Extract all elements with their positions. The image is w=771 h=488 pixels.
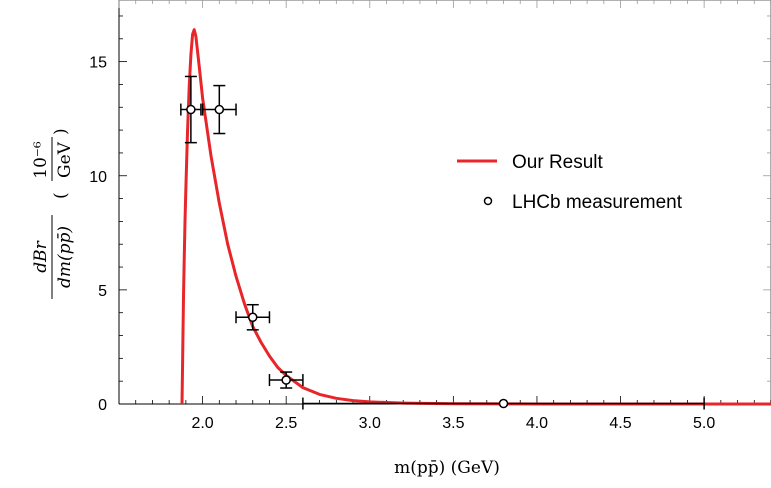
x-tick-label: 5.0 xyxy=(693,415,715,432)
y-tick-label: 0 xyxy=(98,397,107,414)
y-label-open-paren: ( xyxy=(51,192,71,199)
x-tick-label: 4.0 xyxy=(526,415,548,432)
x-tick-label: 3.5 xyxy=(442,415,464,432)
data-marker xyxy=(214,104,225,115)
y-label-fraction-numerator: dBr xyxy=(31,240,51,272)
x-tick-label: 2.5 xyxy=(275,415,297,432)
y-label-fraction-denominator: dm(pp̄) xyxy=(55,226,75,288)
series-line-our-result xyxy=(180,28,771,406)
legend-swatch-lhcb xyxy=(483,196,493,206)
data-marker xyxy=(498,398,509,409)
y-tick-label: 5 xyxy=(98,283,107,300)
y-label-unit-numerator: 10⁻⁶ xyxy=(31,141,51,179)
y-tick-label: 15 xyxy=(89,55,107,72)
data-marker xyxy=(281,375,291,385)
x-tick-label: 3.0 xyxy=(359,415,381,432)
y-label-close-paren: ) xyxy=(51,128,71,135)
lhcb-point xyxy=(235,303,271,331)
data-marker xyxy=(247,312,258,323)
x-tick-label: 2.0 xyxy=(191,415,213,432)
x-tick-label: 4.5 xyxy=(609,415,631,432)
curve-layer xyxy=(180,28,771,406)
lhcb-point xyxy=(201,84,237,135)
legend-label-lhcb: LHCb measurement xyxy=(512,192,683,213)
y-axis-label: dBr dm(pp̄) ( 10⁻⁶ GeV ) xyxy=(31,128,75,299)
y-label-unit-denominator: GeV xyxy=(55,141,75,178)
x-axis-label: m(pp̄) (GeV) xyxy=(394,458,500,478)
lhcb-point xyxy=(302,397,705,410)
lhcb-point xyxy=(180,75,202,144)
legend: Our Result LHCb measurement xyxy=(457,152,683,213)
lhcb-point xyxy=(268,371,304,389)
data-marker xyxy=(186,104,196,115)
legend-label-our-result: Our Result xyxy=(512,152,604,173)
points-layer xyxy=(180,75,705,410)
y-tick-label: 10 xyxy=(89,169,107,186)
tick-labels: 2.0 2.5 3.0 3.5 4.0 4.5 5.0 0 5 10 15 xyxy=(89,55,715,432)
